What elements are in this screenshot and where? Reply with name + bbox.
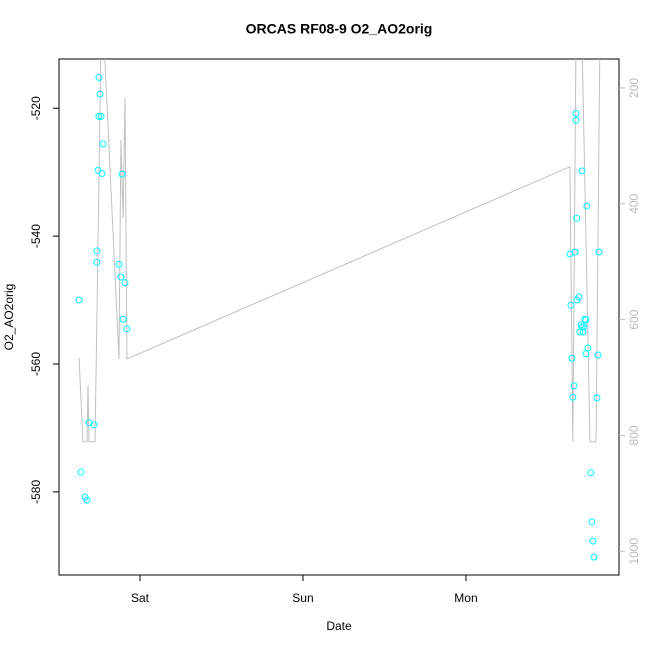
- data-point: [572, 116, 580, 124]
- plot-area: [75, 59, 603, 561]
- plot-frame: [58, 58, 620, 576]
- data-point: [582, 316, 590, 324]
- data-point: [575, 293, 583, 301]
- data-point: [571, 248, 579, 256]
- data-point: [83, 496, 91, 504]
- y2-tick-label: 200: [627, 78, 641, 98]
- data-point: [119, 315, 127, 323]
- x-axis-label: Date: [326, 619, 352, 633]
- y-tick-label: -580: [29, 480, 43, 504]
- data-point: [572, 109, 580, 117]
- data-point: [595, 248, 603, 256]
- data-point: [583, 202, 591, 210]
- data-point: [578, 167, 586, 175]
- data-point: [594, 351, 602, 359]
- data-point: [568, 354, 576, 362]
- y2-tick-label: 1000: [627, 538, 641, 565]
- y-tick-label: -540: [29, 224, 43, 248]
- data-point: [569, 393, 577, 401]
- data-point: [115, 260, 123, 268]
- y-tick-label: -520: [29, 96, 43, 120]
- data-point: [75, 296, 83, 304]
- data-point: [98, 169, 106, 177]
- data-point: [118, 170, 126, 178]
- data-point: [580, 323, 588, 331]
- data-point: [578, 323, 586, 331]
- data-point: [573, 214, 581, 222]
- y2-tick-label: 600: [627, 309, 641, 329]
- data-point: [588, 518, 596, 526]
- y2-tick-label: 400: [627, 193, 641, 213]
- data-point: [97, 113, 105, 121]
- data-point: [93, 258, 101, 266]
- y2-tick-label: 800: [627, 425, 641, 445]
- data-point: [581, 315, 589, 323]
- data-point: [579, 328, 587, 336]
- data-point: [96, 90, 104, 98]
- x-tick-label: Sun: [292, 591, 313, 605]
- data-point: [95, 113, 103, 121]
- data-point: [593, 394, 601, 402]
- data-point: [567, 301, 575, 309]
- data-point: [90, 421, 98, 429]
- data-point: [121, 279, 129, 287]
- data-point: [590, 553, 598, 561]
- chart-title: ORCAS RF08-9 O2_AO2orig: [246, 21, 433, 37]
- data-line: [78, 59, 601, 443]
- data-point: [77, 468, 85, 476]
- data-point: [95, 74, 103, 82]
- data-point: [117, 273, 125, 281]
- x-tick-label: Mon: [454, 591, 477, 605]
- data-point: [587, 469, 595, 477]
- data-point: [123, 325, 131, 333]
- y-axis-label: O2_AO2orig: [2, 284, 16, 351]
- y-tick-label: -560: [29, 352, 43, 376]
- data-point: [99, 140, 107, 148]
- data-point: [94, 166, 102, 174]
- data-point: [93, 247, 101, 255]
- data-point: [589, 537, 597, 545]
- x-tick-label: Sat: [131, 591, 150, 605]
- data-point: [570, 382, 578, 390]
- data-point: [584, 344, 592, 352]
